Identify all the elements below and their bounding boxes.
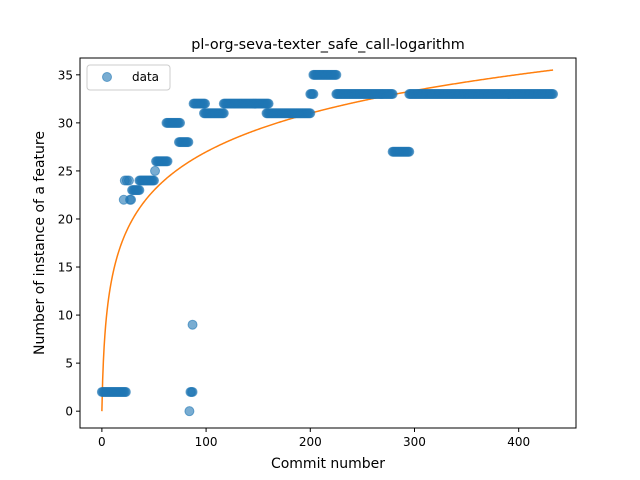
x-tick-label: 100 [195, 435, 218, 449]
data-point [162, 156, 173, 167]
data-point [150, 165, 161, 176]
y-tick-label: 5 [65, 357, 73, 371]
y-axis-title: Number of instance of a feature [32, 131, 48, 355]
x-tick-label: 400 [507, 435, 530, 449]
fit-line-layer [101, 69, 554, 412]
fit-line [101, 69, 554, 412]
data-point [120, 386, 131, 397]
data-point [218, 108, 229, 119]
x-tick-label: 0 [98, 435, 106, 449]
data-point [187, 386, 198, 397]
data-point [183, 137, 194, 148]
data-point [134, 185, 145, 196]
x-tick-label: 200 [299, 435, 322, 449]
data-point [148, 175, 159, 186]
axes-frame [79, 57, 577, 429]
x-axis-title: Commit number [271, 456, 385, 472]
y-tick-label: 20 [58, 212, 73, 226]
data-points-layer [96, 69, 559, 417]
y-tick-label: 25 [58, 164, 73, 178]
data-point [548, 89, 559, 100]
y-tick-label: 0 [65, 405, 73, 419]
data-point [200, 98, 211, 109]
data-point [263, 98, 274, 109]
legend: data [86, 64, 171, 91]
y-ticks-layer: 0 5 10 15 20 25 30 35 [58, 68, 80, 419]
data-point [187, 319, 198, 330]
x-ticks-layer: 0 100 200 300 400 [98, 428, 530, 449]
data-point [126, 194, 137, 205]
legend-marker-data [102, 72, 112, 82]
data-point [331, 69, 342, 80]
data-point [387, 89, 398, 100]
x-tick-label: 300 [403, 435, 426, 449]
data-point [184, 406, 195, 417]
data-point [175, 117, 186, 128]
y-tick-label: 15 [58, 261, 73, 275]
legend-box [86, 64, 171, 91]
data-point [123, 175, 134, 186]
legend-label-data: data [132, 70, 159, 84]
data-point [305, 108, 316, 119]
chart-title: pl-org-seva-texter_safe_call-logarithm [191, 37, 464, 53]
data-point [404, 146, 415, 157]
y-tick-label: 30 [58, 116, 73, 130]
y-tick-label: 35 [58, 68, 73, 82]
y-tick-label: 10 [58, 309, 73, 323]
data-point [308, 89, 319, 100]
